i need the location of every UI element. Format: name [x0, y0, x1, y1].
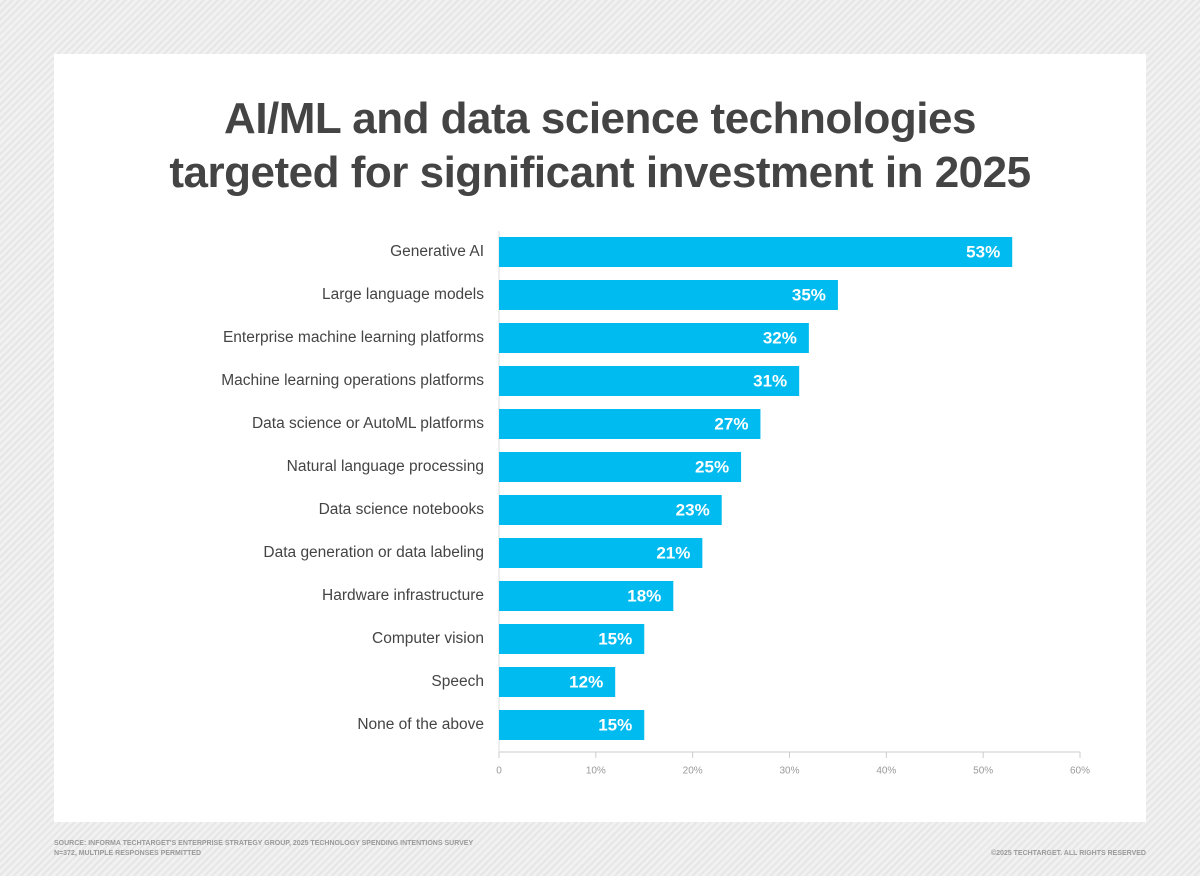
bar	[499, 581, 674, 611]
category-label: Data science notebooks	[319, 501, 485, 518]
bar	[499, 366, 800, 396]
bar	[499, 624, 645, 654]
value-label: 35%	[792, 285, 826, 304]
category-label: Data generation or data labeling	[263, 544, 484, 561]
bar	[499, 452, 742, 482]
x-tick-label: 60%	[1070, 766, 1090, 777]
category-label: Large language models	[322, 286, 484, 303]
value-label: 15%	[598, 715, 632, 734]
value-label: 21%	[656, 543, 690, 562]
note: N=372, MULTIPLE RESPONSES PERMITTED	[54, 850, 202, 857]
value-label: 12%	[569, 672, 603, 691]
value-label: 27%	[714, 414, 748, 433]
x-tick-label: 30%	[779, 766, 799, 777]
bar	[499, 495, 722, 525]
x-tick-label: 10%	[586, 766, 606, 777]
value-label: 31%	[753, 371, 787, 390]
bar	[499, 280, 838, 310]
chart-title: AI/ML and data science technologies targ…	[169, 94, 1031, 197]
bar	[499, 323, 809, 353]
value-label: 18%	[627, 586, 661, 605]
category-label: Natural language processing	[287, 458, 484, 475]
x-tick-label: 40%	[876, 766, 896, 777]
value-label: 15%	[598, 629, 632, 648]
value-label: 53%	[966, 242, 1000, 261]
bar	[499, 538, 703, 568]
value-label: 23%	[676, 500, 710, 519]
bar	[499, 710, 645, 740]
x-tick-label: 50%	[973, 766, 993, 777]
source: SOURCE: INFORMA TECHTARGET'S ENTERPRISE …	[54, 840, 474, 847]
category-label: None of the above	[357, 716, 484, 733]
bar	[499, 667, 616, 697]
category-label: Generative AI	[390, 243, 484, 260]
bar	[499, 409, 761, 439]
copyright: ©2025 TECHTARGET. ALL RIGHTS RESERVED	[990, 850, 1146, 857]
category-label: Machine learning operations platforms	[221, 372, 484, 389]
category-label: Data science or AutoML platforms	[252, 415, 484, 432]
category-label: Speech	[431, 673, 484, 690]
category-label: Hardware infrastructure	[322, 587, 484, 604]
category-label: Enterprise machine learning platforms	[223, 329, 484, 346]
x-tick-label: 0	[496, 766, 502, 777]
value-label: 32%	[763, 328, 797, 347]
category-label: Computer vision	[372, 630, 484, 647]
bar	[499, 237, 1013, 267]
x-tick-label: 20%	[683, 766, 703, 777]
value-label: 25%	[695, 457, 729, 476]
